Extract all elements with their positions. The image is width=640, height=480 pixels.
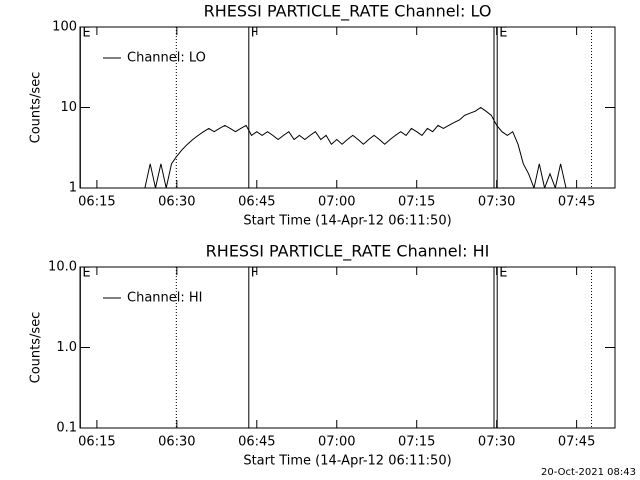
y-axis-title: Counts/sec (29, 72, 44, 144)
x-tick-label: 07:15 (398, 195, 435, 210)
data-line (144, 106, 567, 188)
data-group: Channel: HI (103, 291, 203, 306)
y-tick-label: 10.0 (48, 260, 77, 275)
x-tick-label: 06:15 (78, 195, 115, 210)
y-axis-title: Counts/sec (29, 312, 44, 384)
marker-label: E (499, 26, 507, 41)
y-tick-label: 0.1 (56, 421, 77, 436)
chart-title: RHESSI PARTICLE_RATE Channel: LO (204, 2, 492, 22)
x-tick-label: 07:30 (478, 195, 515, 210)
marker-label: F (251, 26, 258, 41)
y-tick-label: 100 (52, 20, 77, 35)
x-tick-label: 06:45 (238, 195, 275, 210)
footer: 20-Oct-2021 08:43 (541, 467, 636, 478)
y-tick-label: 1 (69, 181, 77, 196)
x-axis-title: Start Time (14-Apr-12 06:11:50) (243, 214, 451, 229)
chart-title: RHESSI PARTICLE_RATE Channel: HI (206, 242, 490, 262)
marker-label: E (82, 266, 90, 281)
x-tick-label: 07:15 (398, 435, 435, 450)
marker-label: E (82, 26, 90, 41)
marker-label: F (251, 266, 258, 281)
x-tick-label: 07:45 (558, 195, 595, 210)
legend-label: Channel: HI (127, 291, 203, 306)
x-tick-label: 07:00 (318, 195, 355, 210)
y-tick-label: 10 (60, 100, 77, 115)
x-tick-label: 07:30 (478, 435, 515, 450)
data-group: Channel: LO (103, 51, 567, 188)
x-tick-label: 07:45 (558, 435, 595, 450)
x-tick-label: 06:30 (158, 435, 195, 450)
x-tick-label: 07:00 (318, 435, 355, 450)
x-tick-label: 06:30 (158, 195, 195, 210)
panel: RHESSI PARTICLE_RATE Channel: LO Start Ti… (29, 2, 616, 229)
x-tick-label: 06:15 (78, 435, 115, 450)
x-axis-title: Start Time (14-Apr-12 06:11:50) (243, 454, 451, 469)
legend-label: Channel: LO (127, 51, 206, 66)
y-tick-label: 1.0 (56, 340, 77, 355)
panel: RHESSI PARTICLE_RATE Channel: HI Start Ti… (29, 242, 616, 469)
x-tick-label: 06:45 (238, 435, 275, 450)
marker-label: E (499, 266, 507, 281)
